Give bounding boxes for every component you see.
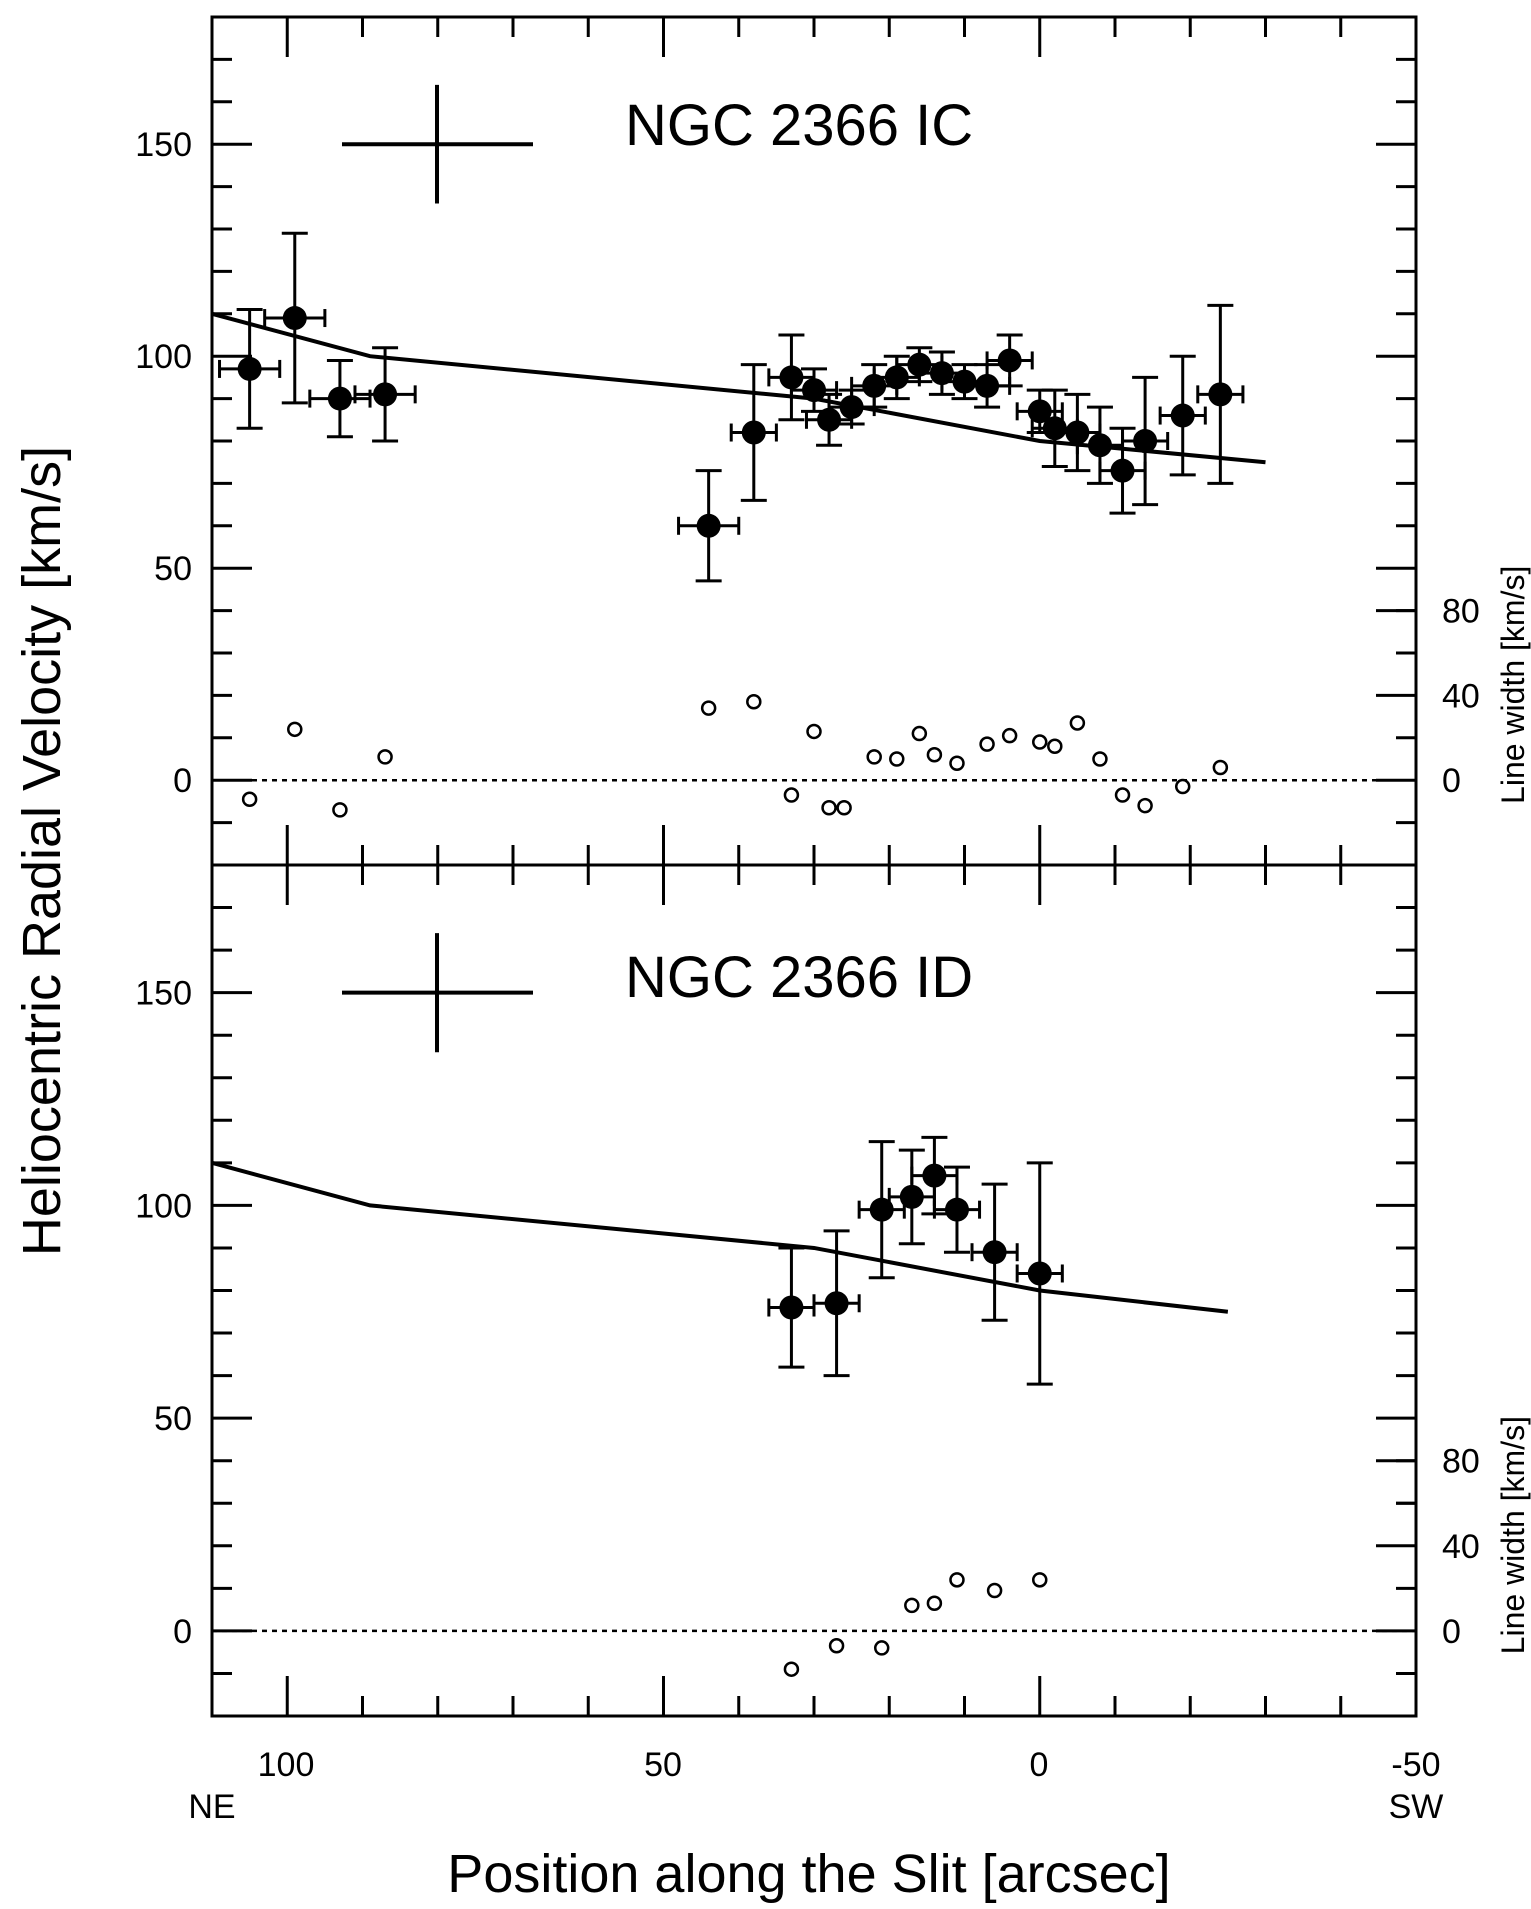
y-tick-label: 0 [173, 1613, 192, 1651]
line-width-point [926, 1595, 943, 1611]
velocity-point [327, 386, 352, 411]
velocity-point [884, 365, 909, 390]
line-width-point [1032, 734, 1048, 750]
velocity-point [817, 407, 842, 432]
velocity-point [237, 356, 262, 381]
x-tick-label-0: 0 [1030, 1746, 1049, 1784]
line-width-point [979, 736, 995, 752]
panel-titles: NGC 2366 IC NGC 2366 ID [625, 93, 973, 1010]
velocity-point [869, 1197, 894, 1222]
velocity-point [696, 513, 721, 538]
y-tick-label: 150 [135, 975, 192, 1013]
line-width-point [1114, 787, 1131, 803]
velocity-point [975, 373, 1000, 398]
line-width-point [1092, 751, 1108, 767]
line-width-point [332, 802, 348, 818]
velocity-point [1027, 1261, 1052, 1286]
line-width-point [949, 755, 965, 771]
ne-label: NE [188, 1788, 235, 1826]
line-width-point [377, 749, 393, 765]
line-width-point [783, 1661, 800, 1677]
panel-title-id: NGC 2366 ID [625, 945, 973, 1010]
line-width-point [1001, 727, 1018, 744]
velocity-point [1087, 433, 1112, 458]
velocity-point [1065, 420, 1090, 445]
y-tick-label: 100 [135, 1187, 192, 1225]
velocity-point [1170, 403, 1195, 428]
line-width-point [836, 800, 852, 816]
y-tick-label: 0 [173, 762, 192, 800]
line-width-point [241, 791, 258, 808]
y-axis-label: Heliocentric Radial Velocity [km/s] [12, 446, 72, 1256]
velocity-point [899, 1184, 924, 1209]
panel-0: 150 100 50 0 80 40 0 Line width [km/s] [135, 15, 1531, 867]
x-tick-label-100: 100 [258, 1746, 315, 1784]
line-width-point [287, 721, 303, 738]
axis-labels: Position along the Slit [arcsec] Helioce… [12, 446, 1443, 1904]
velocity-point [944, 1197, 969, 1222]
line-width-point [1212, 759, 1229, 776]
line-width-point [873, 1640, 890, 1656]
right-tick-label: 40 [1442, 1528, 1480, 1566]
line-width-point [700, 700, 717, 716]
line-width-point [828, 1638, 845, 1654]
line-width-point [926, 747, 943, 763]
panel-1: 150 100 50 0 80 40 0 Line width [km/s] [135, 863, 1531, 1718]
velocity-point [1110, 458, 1135, 483]
x-tick-label-50: 50 [644, 1746, 682, 1784]
line-width-point [783, 787, 800, 803]
panels: 150 100 50 0 80 40 0 Line width [km/s] 150 100 50 0… [135, 15, 1531, 1718]
velocity-point [997, 348, 1022, 373]
velocity-point [1208, 382, 1233, 407]
y-tick-label: 100 [135, 338, 192, 376]
velocity-point [922, 1163, 947, 1188]
velocity-point [282, 306, 307, 331]
line-width-point [806, 723, 822, 740]
line-width-point [821, 800, 837, 816]
line-width-point [1032, 1572, 1048, 1588]
velocity-point [779, 365, 804, 390]
line-width-point [1137, 797, 1153, 814]
right-tick-label: 80 [1442, 593, 1480, 631]
velocity-point [1133, 429, 1158, 453]
line-width-point [866, 749, 882, 765]
panel-title-ic: NGC 2366 IC [625, 93, 973, 158]
line-width-point [889, 751, 905, 767]
y-tick-label: 50 [154, 1400, 192, 1438]
y-tick-label: 150 [135, 126, 192, 164]
right-tick-label: 0 [1442, 1613, 1461, 1651]
line-width-point [911, 725, 928, 742]
velocity-point [779, 1295, 804, 1320]
line-width-point [1174, 778, 1191, 795]
line-width-point [986, 1582, 1003, 1599]
right-tick-label: 40 [1442, 677, 1480, 715]
velocity-point [741, 420, 766, 445]
right-axis-label: Line width [km/s] [1495, 1416, 1531, 1654]
line-width-point [746, 694, 762, 710]
model-curve [211, 1160, 1229, 1314]
x-axis-label: Position along the Slit [arcsec] [447, 1844, 1170, 1904]
right-tick-label: 0 [1442, 762, 1461, 800]
velocity-point [1027, 399, 1052, 424]
line-width-point [1047, 738, 1063, 755]
sw-label: SW [1389, 1788, 1444, 1826]
line-width-point [904, 1597, 920, 1614]
y-tick-label: 50 [154, 550, 192, 588]
right-axis-label: Line width [km/s] [1495, 566, 1531, 804]
velocity-point [824, 1291, 849, 1316]
velocity-point [373, 382, 398, 407]
velocity-point [982, 1240, 1007, 1265]
velocity-point [802, 378, 826, 403]
line-width-point [1069, 715, 1086, 731]
line-width-point [949, 1572, 965, 1588]
right-tick-label: 80 [1442, 1443, 1480, 1481]
x-tick-label-minus50: -50 [1391, 1746, 1440, 1784]
velocity-point [839, 395, 864, 420]
